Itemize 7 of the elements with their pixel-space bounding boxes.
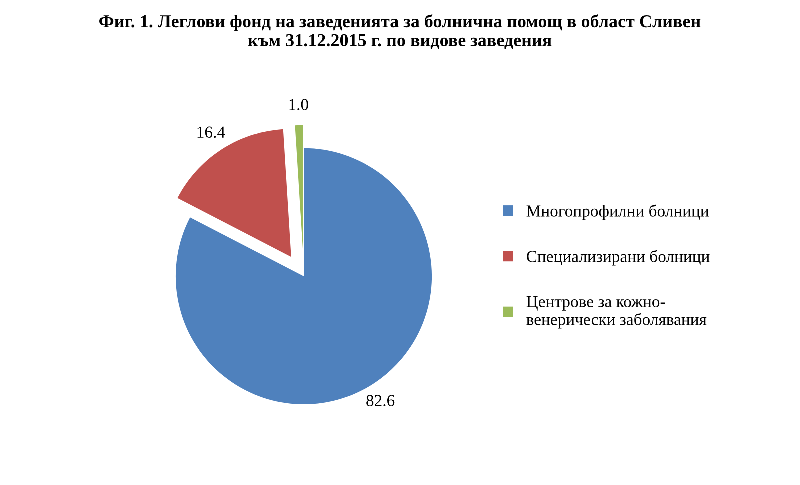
legend-label: Центрове за кожно- венерически заболявания [526, 296, 707, 329]
legend-label: Специализирани болници [527, 250, 710, 266]
data-label: 16.4 [198, 126, 226, 138]
legend-label: Многопрофилни болници [526, 204, 709, 220]
data-label: 82.6 [366, 395, 395, 406]
chart-title: Фиг. 1. Леглови фонд на заведенията за болнична помощ в област Сливен към 31.12.2015 г. по видове заведения [100, 14, 701, 50]
data-label: 1.0 [290, 99, 308, 110]
